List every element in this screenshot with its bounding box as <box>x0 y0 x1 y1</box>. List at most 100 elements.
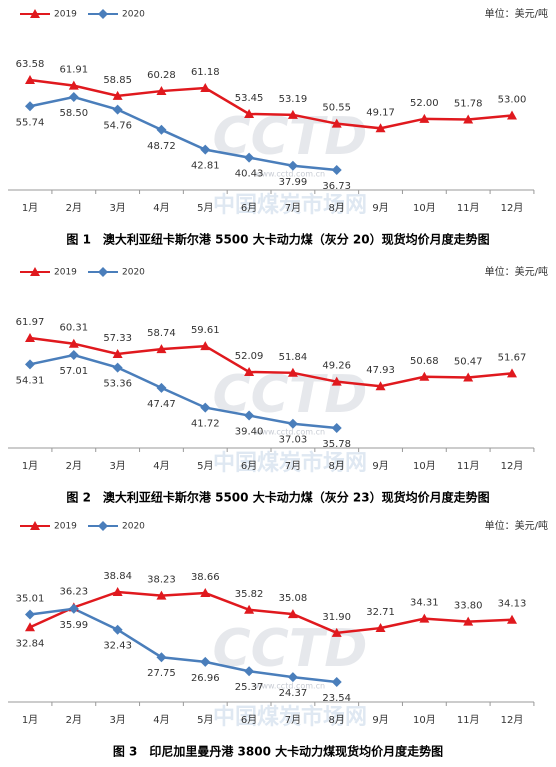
x-tick-label: 4月 <box>153 460 169 472</box>
marker <box>287 109 298 119</box>
marker <box>112 587 123 596</box>
data-label: 37.99 <box>279 177 308 188</box>
x-tick-label: 3月 <box>109 202 125 214</box>
marker <box>244 410 255 421</box>
data-label: 51.84 <box>279 352 308 363</box>
marker <box>331 677 342 687</box>
data-label: 33.80 <box>454 601 483 612</box>
watermark-url: www.cctd.com.cn <box>255 428 325 437</box>
x-tick-label: 2月 <box>66 202 82 214</box>
caption: 图 2 澳大利亚纽卡斯尔港 5500 大卡动力煤（灰分 23）现货均价月度走势图 <box>66 490 489 505</box>
marker <box>419 371 430 381</box>
data-label: 35.01 <box>16 594 45 605</box>
marker <box>244 604 255 614</box>
data-label: 61.97 <box>16 317 45 328</box>
data-label: 53.45 <box>235 93 264 104</box>
x-tick-label: 1月 <box>22 714 38 726</box>
series-line <box>29 78 513 130</box>
legend-label: 2020 <box>122 522 145 532</box>
x-tick-label: 9月 <box>372 202 388 214</box>
marker <box>244 666 255 677</box>
marker <box>156 590 167 600</box>
data-label: 50.55 <box>322 103 351 114</box>
marker <box>98 521 108 531</box>
x-tick-label: 2月 <box>66 714 82 726</box>
marker <box>112 90 123 100</box>
legend-label: 2020 <box>122 268 145 278</box>
data-label: 49.26 <box>322 361 351 372</box>
marker <box>156 652 167 663</box>
data-label: 57.33 <box>103 333 132 344</box>
data-label: 52.00 <box>410 98 439 109</box>
x-tick-label: 3月 <box>109 714 125 726</box>
x-tick-label: 11月 <box>457 202 480 214</box>
marker <box>156 382 167 393</box>
data-label: 53.36 <box>103 379 132 390</box>
marker <box>244 108 255 118</box>
data-label: 35.78 <box>322 439 351 450</box>
x-tick-label: 6月 <box>241 460 257 472</box>
marker <box>463 372 474 382</box>
watermark-site: 中国煤炭市场网 <box>213 704 367 730</box>
marker <box>25 75 35 84</box>
marker <box>331 376 342 386</box>
unit-label: 单位：美元/吨 <box>485 519 548 532</box>
marker <box>375 123 386 133</box>
marker <box>98 9 108 19</box>
marker <box>200 656 211 667</box>
x-tick-label: 6月 <box>241 714 257 726</box>
data-label: 35.99 <box>59 620 88 631</box>
data-label: 51.67 <box>498 352 527 363</box>
x-tick-label: 10月 <box>413 202 436 214</box>
data-label: 34.31 <box>410 598 439 609</box>
marker <box>200 588 211 598</box>
series-line <box>29 336 513 388</box>
x-tick-label: 4月 <box>153 202 169 214</box>
data-label: 27.75 <box>147 668 176 679</box>
data-label: 41.72 <box>191 419 220 430</box>
data-label: 60.28 <box>147 70 176 81</box>
data-label: 40.43 <box>235 169 264 180</box>
data-label: 35.82 <box>235 589 264 600</box>
data-label: 54.76 <box>103 121 132 132</box>
x-tick-label: 9月 <box>372 714 388 726</box>
data-label: 50.47 <box>454 357 483 368</box>
marker <box>419 613 430 623</box>
marker <box>68 80 79 90</box>
marker <box>112 104 123 115</box>
x-tick-label: 2月 <box>66 460 82 472</box>
data-label: 61.91 <box>59 65 88 76</box>
data-label: 34.13 <box>498 599 527 610</box>
marker <box>200 341 211 351</box>
data-label: 58.50 <box>59 108 88 119</box>
data-label: 39.40 <box>235 427 264 438</box>
marker <box>112 624 123 635</box>
watermark-url: www.cctd.com.cn <box>255 682 325 691</box>
marker <box>507 368 517 378</box>
data-label: 36.73 <box>322 181 351 192</box>
marker <box>25 359 35 370</box>
legend-label: 2019 <box>54 10 77 20</box>
marker <box>156 86 167 96</box>
data-label: 25.37 <box>235 682 264 693</box>
data-label: 53.19 <box>279 94 308 105</box>
marker <box>244 152 255 163</box>
marker <box>331 423 342 433</box>
data-label: 24.37 <box>279 688 308 699</box>
data-label: 52.09 <box>235 351 264 362</box>
x-tick-label: 7月 <box>285 714 301 726</box>
x-tick-label: 1月 <box>22 202 38 214</box>
marker <box>68 350 79 361</box>
marker <box>30 267 40 276</box>
x-tick-label: 11月 <box>457 714 480 726</box>
x-tick-label: 10月 <box>413 714 436 726</box>
marker <box>156 124 167 135</box>
data-label: 47.93 <box>366 365 395 376</box>
series-line <box>29 590 513 635</box>
marker <box>200 83 211 93</box>
marker <box>463 114 474 124</box>
